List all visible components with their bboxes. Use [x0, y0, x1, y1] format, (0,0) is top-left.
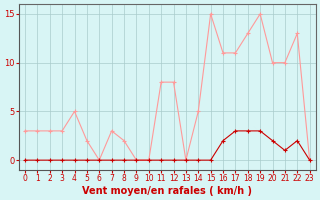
- X-axis label: Vent moyen/en rafales ( km/h ): Vent moyen/en rafales ( km/h ): [82, 186, 252, 196]
